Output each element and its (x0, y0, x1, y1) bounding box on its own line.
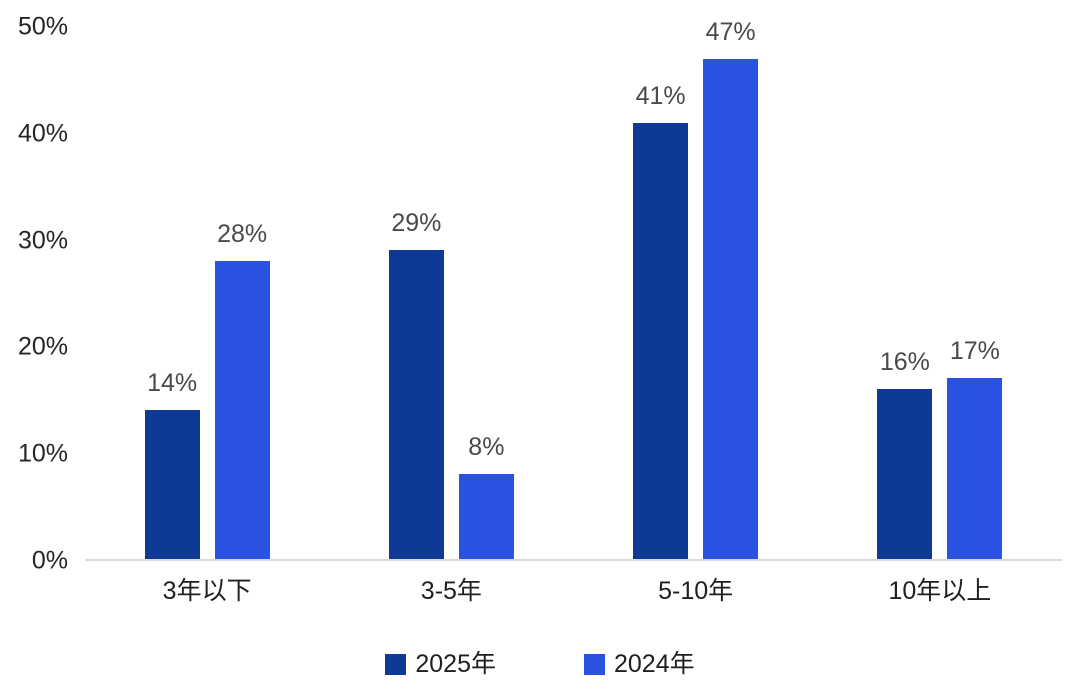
y-tick-label: 10% (17, 439, 68, 468)
bar-2025年: 16% (877, 27, 933, 559)
category-label: 3年以下 (162, 577, 252, 605)
bar-fill (947, 378, 1003, 559)
bar-2025年: 14% (144, 27, 200, 559)
bar-value-label: 47% (705, 17, 756, 46)
category-label: 10年以上 (888, 577, 992, 605)
bar-group: 16% 17% 10年以上 (818, 27, 1062, 604)
bar-2024年: 17% (947, 27, 1003, 559)
legend-label-2024: 2024年 (614, 650, 695, 678)
category-label: 5-10年 (658, 577, 734, 605)
bar-value-label: 14% (147, 369, 198, 398)
bar-group: 41% 47% 5-10年 (574, 19, 818, 604)
bar-fill (388, 250, 444, 559)
bar-value-label: 41% (635, 81, 686, 110)
y-axis: 0% 10% 20% 30% 40% 50% (0, 14, 72, 573)
bar-2024年: 47% (703, 19, 759, 559)
bar-2024年: 28% (214, 27, 270, 559)
y-tick-label: 40% (17, 119, 68, 148)
bar-group: 14% 28% 3年以下 (85, 27, 329, 604)
y-tick-label: 30% (17, 226, 68, 255)
bar-value-label: 17% (949, 337, 1000, 366)
bar-2025年: 29% (388, 27, 444, 559)
legend-label-2025: 2025年 (415, 650, 496, 678)
bar-2024年: 8% (458, 27, 514, 559)
category-label: 3-5年 (420, 577, 482, 605)
bar-fill (703, 58, 759, 559)
bar-value-label: 8% (468, 432, 505, 461)
y-tick-label: 0% (31, 546, 68, 575)
legend-swatch-2025 (385, 654, 407, 675)
legend-item-2024: 2024年 (584, 652, 695, 677)
bar-fill (458, 473, 514, 559)
bar-value-label: 16% (879, 347, 930, 376)
y-tick-label: 50% (17, 12, 68, 41)
bar-value-label: 29% (391, 209, 442, 238)
legend-swatch-2024 (584, 654, 605, 675)
bar-group: 29% 8% 3-5年 (329, 27, 573, 604)
y-tick-label: 20% (17, 332, 68, 361)
bar-groups: 14% 28% 3年以下 29% 8% 3-5年 41% 47% 5-10年 16% 17% 10年以… (85, 19, 1062, 604)
bar-fill (633, 122, 689, 559)
bar-fill (877, 388, 933, 559)
legend-item-2025: 2025年 (385, 652, 496, 677)
legend: 2025年 2024年 (0, 652, 1080, 677)
bar-fill (214, 261, 270, 559)
bar-fill (144, 410, 200, 559)
plot-area: 14% 28% 3年以下 29% 8% 3-5年 41% 47% 5-10年 16% 17% 10年以… (85, 19, 1062, 604)
bar-value-label: 28% (217, 220, 268, 249)
bar-2025年: 41% (633, 27, 689, 559)
